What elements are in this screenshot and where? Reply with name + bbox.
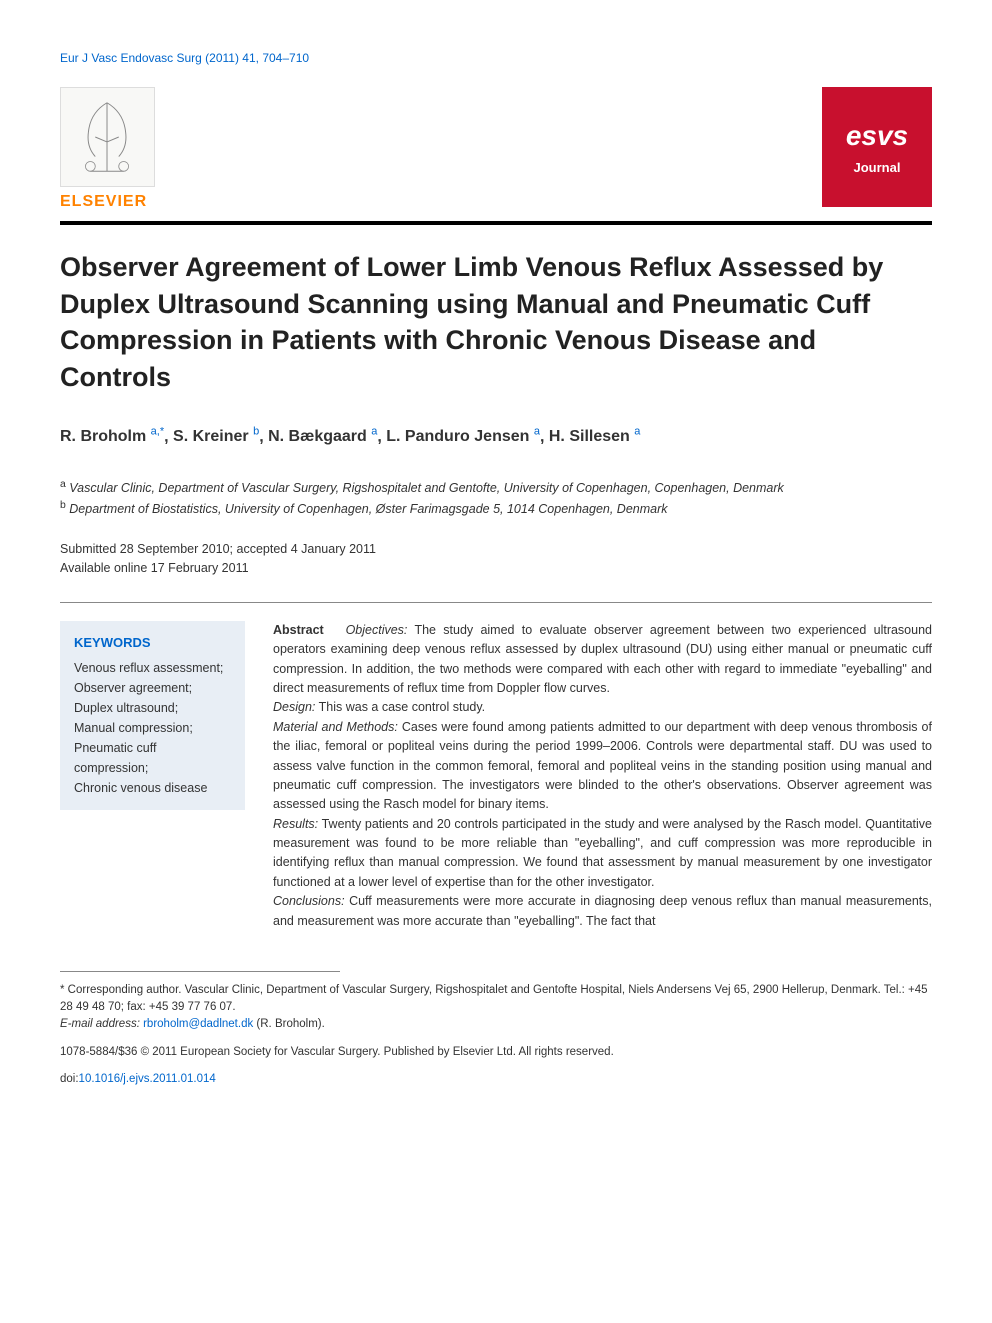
affiliations: a Vascular Clinic, Department of Vascula… [60, 477, 932, 519]
elsevier-tree-icon [60, 87, 155, 187]
elsevier-logo: ELSEVIER [60, 87, 155, 213]
conclusions-text: Cuff measurements were more accurate in … [273, 894, 932, 927]
keywords-heading: KEYWORDS [74, 633, 231, 654]
author: H. Sillesen a [549, 428, 641, 445]
copyright-line: 1078-5884/$36 © 2011 European Society fo… [60, 1044, 932, 1061]
footnote-rule [60, 971, 340, 972]
objectives-label: Objectives: [346, 623, 408, 637]
results-label: Results: [273, 817, 318, 831]
author: R. Broholm a,* [60, 428, 164, 445]
keywords-box: KEYWORDS Venous reflux assessment; Obser… [60, 621, 245, 810]
footer: * Corresponding author. Vascular Clinic,… [60, 982, 932, 1088]
affiliation: b Department of Biostatistics, Universit… [60, 498, 932, 519]
author: N. Bækgaard a [268, 428, 377, 445]
doi-line: doi:10.1016/j.ejvs.2011.01.014 [60, 1071, 932, 1088]
abstract-row: KEYWORDS Venous reflux assessment; Obser… [60, 621, 932, 931]
journal-citation: Eur J Vasc Endovasc Surg (2011) 41, 704–… [60, 50, 932, 67]
abstract: Abstract Objectives: The study aimed to … [273, 621, 932, 931]
doi-link[interactable]: 10.1016/j.ejvs.2011.01.014 [79, 1073, 216, 1085]
design-text: This was a case control study. [319, 700, 486, 714]
author: L. Panduro Jensen a [386, 428, 540, 445]
affiliation: a Vascular Clinic, Department of Vascula… [60, 477, 932, 498]
submitted-accepted-date: Submitted 28 September 2010; accepted 4 … [60, 540, 932, 559]
author-list: R. Broholm a,*, S. Kreiner b, N. Bækgaar… [60, 425, 932, 449]
conclusions-label: Conclusions: [273, 894, 345, 908]
author: S. Kreiner b [173, 428, 259, 445]
online-date: Available online 17 February 2011 [60, 559, 932, 578]
header-logos: ELSEVIER esvs Journal [60, 87, 932, 213]
esvs-journal-label: Journal [854, 159, 901, 177]
email-link[interactable]: rbroholm@dadlnet.dk [143, 1018, 253, 1030]
materials-label: Material and Methods: [273, 720, 398, 734]
abstract-label: Abstract [273, 623, 324, 637]
elsevier-wordmark: ELSEVIER [60, 191, 147, 213]
esvs-journal-badge: esvs Journal [822, 87, 932, 207]
abstract-top-rule [60, 602, 932, 603]
email-author: (R. Broholm). [256, 1018, 324, 1030]
article-dates: Submitted 28 September 2010; accepted 4 … [60, 540, 932, 578]
email-label: E-mail address: [60, 1018, 140, 1030]
results-text: Twenty patients and 20 controls particip… [273, 817, 932, 889]
article-title: Observer Agreement of Lower Limb Venous … [60, 249, 932, 395]
keywords-list: Venous reflux assessment; Observer agree… [74, 658, 231, 798]
design-label: Design: [273, 700, 315, 714]
corresponding-author: * Corresponding author. Vascular Clinic,… [60, 982, 932, 1017]
esvs-acronym: esvs [846, 116, 908, 155]
header-rule [60, 221, 932, 225]
corresponding-email: E-mail address: rbroholm@dadlnet.dk (R. … [60, 1016, 932, 1033]
